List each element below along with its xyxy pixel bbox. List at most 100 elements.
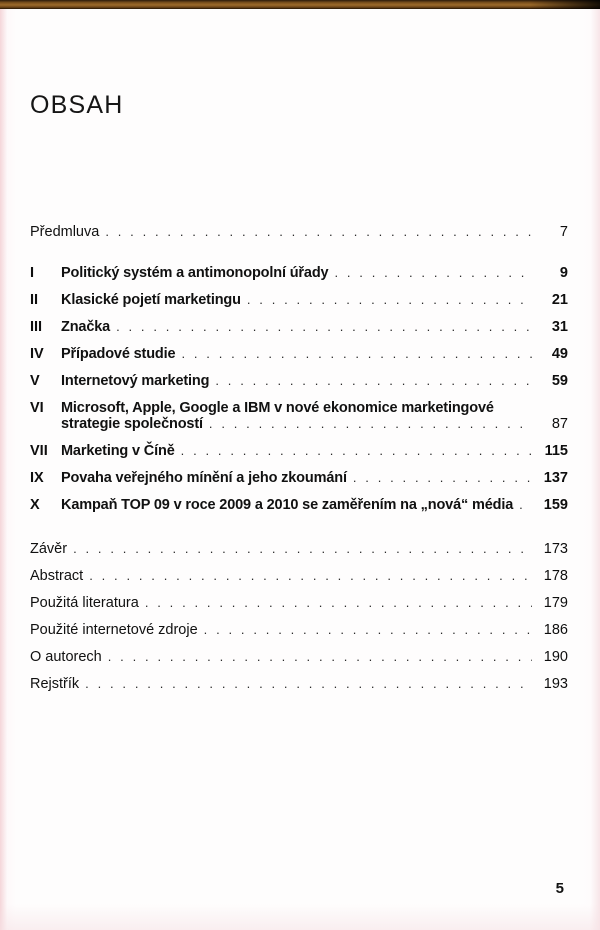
toc-entry-zaver[interactable]: Závěr . . . . . . . . . . . . . . . . . … xyxy=(30,541,568,557)
toc-entry-rejstrik[interactable]: Rejstřík . . . . . . . . . . . . . . . .… xyxy=(30,676,568,692)
toc-entry-label: Internetový marketing xyxy=(61,373,210,389)
page-content: OBSAH Předmluva . . . . . . . . . . . . … xyxy=(0,9,600,930)
toc-entry-abstract[interactable]: Abstract . . . . . . . . . . . . . . . .… xyxy=(30,568,568,584)
toc-entry-page: 115 xyxy=(544,443,568,459)
toc-entry-label-wrap: Předmluva . . . . . . . . . . . . . . . … xyxy=(30,224,534,240)
toc-entry-pouzite-internetove-zdroje[interactable]: Použité internetové zdroje . . . . . . .… xyxy=(30,622,568,638)
toc-entry-chapter-x[interactable]: X Kampaň TOP 09 v roce 2009 a 2010 se za… xyxy=(30,497,568,513)
list-item[interactable]: VII Marketing v Číně . . . . . . . . . .… xyxy=(30,443,568,459)
list-item[interactable]: Závěr . . . . . . . . . . . . . . . . . … xyxy=(30,541,568,557)
toc-entry-label-wrap: Povaha veřejného mínění a jeho zkoumání … xyxy=(61,470,534,486)
toc-entry-page: 87 xyxy=(551,416,568,432)
toc-entry-label: Rejstřík xyxy=(30,676,80,692)
toc-entry-label: Závěr xyxy=(30,541,68,557)
toc-entry-label: Abstract xyxy=(30,568,84,584)
toc-entry-chapter-vi[interactable]: VI Microsoft, Apple, Google a IBM v nové… xyxy=(30,400,568,432)
list-item[interactable]: VI Microsoft, Apple, Google a IBM v nové… xyxy=(30,400,568,432)
toc-entry-page: 193 xyxy=(543,676,568,692)
toc-entry-label: Klasické pojetí marketingu xyxy=(61,292,241,308)
toc-entry-page: 159 xyxy=(543,497,568,513)
toc-entry-label: Politický systém a antimonopolní úřady xyxy=(61,265,329,281)
leader-dots: . . . . . . . . . . . . . . . . . . . . … xyxy=(334,265,532,280)
toc-entry-page: 178 xyxy=(543,568,568,584)
list-item[interactable]: II Klasické pojetí marketingu . . . . . … xyxy=(30,292,568,308)
toc-entry-o-autorech[interactable]: O autorech . . . . . . . . . . . . . . .… xyxy=(30,649,568,665)
list-item[interactable]: Předmluva . . . . . . . . . . . . . . . … xyxy=(30,224,568,240)
toc-chapters: I Politický systém a antimonopolní úřady… xyxy=(30,265,568,513)
toc-entry-label: Povaha veřejného mínění a jeho zkoumání xyxy=(61,470,347,486)
toc-entry-label: Předmluva xyxy=(30,224,100,240)
table-of-contents: Předmluva . . . . . . . . . . . . . . . … xyxy=(30,224,568,692)
toc-entry-label-wrap: Abstract . . . . . . . . . . . . . . . .… xyxy=(30,568,534,584)
page-title: OBSAH xyxy=(30,91,124,119)
list-item[interactable]: I Politický systém a antimonopolní úřady… xyxy=(30,265,568,281)
chapter-numeral: VI xyxy=(30,400,44,416)
leader-dots: . . . . . . . . . . . . . . . . . . . . … xyxy=(246,292,532,307)
leader-dots: . . . . . . . . . . . . . . . . . . . . … xyxy=(144,595,532,610)
leader-dots: . . . . . . . . . . . . . . . . . . . . … xyxy=(519,497,532,512)
toc-entry-line-1: VI Microsoft, Apple, Google a IBM v nové… xyxy=(30,400,568,416)
toc-entry-label-wrap: Internetový marketing . . . . . . . . . … xyxy=(61,373,534,389)
toc-entry-page: 59 xyxy=(551,373,568,389)
toc-entry-label: Použitá literatura xyxy=(30,595,139,611)
toc-entry-chapter-iv[interactable]: IV Případové studie . . . . . . . . . . … xyxy=(30,346,568,362)
chapter-numeral: III xyxy=(30,319,43,335)
leader-dots: . . . . . . . . . . . . . . . . . . . . … xyxy=(215,373,532,388)
list-item[interactable]: Abstract . . . . . . . . . . . . . . . .… xyxy=(30,568,568,584)
leader-dots: . . . . . . . . . . . . . . . . . . . . … xyxy=(85,676,532,691)
chapter-numeral: X xyxy=(30,497,40,513)
toc-entry-chapter-iii[interactable]: III Značka . . . . . . . . . . . . . . .… xyxy=(30,319,568,335)
section-gap xyxy=(30,513,568,541)
list-item[interactable]: IX Povaha veřejného mínění a jeho zkoumá… xyxy=(30,470,568,486)
leader-dots: . . . . . . . . . . . . . . . . . . . . … xyxy=(73,541,532,556)
toc-entry-label: O autorech xyxy=(30,649,102,665)
leader-dots: . . . . . . . . . . . . . . . . . . . . … xyxy=(107,649,532,664)
list-item[interactable]: X Kampaň TOP 09 v roce 2009 a 2010 se za… xyxy=(30,497,568,513)
toc-entry-label: Použité internetové zdroje xyxy=(30,622,198,638)
chapter-numeral: V xyxy=(30,373,40,389)
leader-dots: . . . . . . . . . . . . . . . . . . . . … xyxy=(180,443,532,458)
list-item[interactable]: O autorech . . . . . . . . . . . . . . .… xyxy=(30,649,568,665)
list-item[interactable]: Použité internetové zdroje . . . . . . .… xyxy=(30,622,568,638)
list-item[interactable]: IV Případové studie . . . . . . . . . . … xyxy=(30,346,568,362)
toc-entry-label-line2: strategie společností xyxy=(61,416,203,432)
toc-entry-chapter-vii[interactable]: VII Marketing v Číně . . . . . . . . . .… xyxy=(30,443,568,459)
toc-entry-page: 137 xyxy=(543,470,568,486)
toc-entry-chapter-ii[interactable]: II Klasické pojetí marketingu . . . . . … xyxy=(30,292,568,308)
leader-dots: . . . . . . . . . . . . . . . . . . . . … xyxy=(89,568,532,583)
toc-entry-label-wrap: Kampaň TOP 09 v roce 2009 a 2010 se zamě… xyxy=(61,497,534,513)
toc-entry-page: 7 xyxy=(559,224,568,240)
leader-dots: . . . . . . . . . . . . . . . . . . . . … xyxy=(105,224,532,239)
toc-entry-label-wrap: Závěr . . . . . . . . . . . . . . . . . … xyxy=(30,541,534,557)
list-item[interactable]: Použitá literatura . . . . . . . . . . .… xyxy=(30,595,568,611)
toc-entry-label-wrap: Klasické pojetí marketingu . . . . . . .… xyxy=(61,292,534,308)
toc-entry-label-wrap: Rejstřík . . . . . . . . . . . . . . . .… xyxy=(30,676,534,692)
toc-entry-label-wrap: Marketing v Číně . . . . . . . . . . . .… xyxy=(61,443,534,459)
toc-entry-chapter-i[interactable]: I Politický systém a antimonopolní úřady… xyxy=(30,265,568,281)
leader-dots: . . . . . . . . . . . . . . . . . . . . … xyxy=(116,319,532,334)
toc-entry-label-wrap: O autorech . . . . . . . . . . . . . . .… xyxy=(30,649,534,665)
toc-entry-chapter-ix[interactable]: IX Povaha veřejného mínění a jeho zkoumá… xyxy=(30,470,568,486)
list-item[interactable]: V Internetový marketing . . . . . . . . … xyxy=(30,373,568,389)
chapter-numeral: II xyxy=(30,292,39,308)
toc-entry-predmluva[interactable]: Předmluva . . . . . . . . . . . . . . . … xyxy=(30,224,568,240)
toc-entry-label-wrap: Případové studie . . . . . . . . . . . .… xyxy=(61,346,534,362)
toc-entry-page: 190 xyxy=(543,649,568,665)
list-item[interactable]: Rejstřík . . . . . . . . . . . . . . . .… xyxy=(30,676,568,692)
toc-entry-chapter-v[interactable]: V Internetový marketing . . . . . . . . … xyxy=(30,373,568,389)
toc-entry-page: 49 xyxy=(551,346,568,362)
leader-dots: . . . . . . . . . . . . . . . . . . . . … xyxy=(181,346,532,361)
toc-entry-label-wrap: Použité internetové zdroje . . . . . . .… xyxy=(30,622,534,638)
toc-front-matter: Předmluva . . . . . . . . . . . . . . . … xyxy=(30,224,568,240)
toc-entry-pouzita-literatura[interactable]: Použitá literatura . . . . . . . . . . .… xyxy=(30,595,568,611)
list-item[interactable]: III Značka . . . . . . . . . . . . . . .… xyxy=(30,319,568,335)
toc-entry-label: Značka xyxy=(61,319,111,335)
toc-entry-label-wrap: Politický systém a antimonopolní úřady .… xyxy=(61,265,534,281)
scan-top-edge-artifact xyxy=(0,0,600,9)
toc-entry-page: 173 xyxy=(543,541,568,557)
chapter-numeral: I xyxy=(30,265,35,281)
toc-entry-page: 21 xyxy=(551,292,568,308)
section-gap xyxy=(30,240,568,265)
toc-entry-label-line1: Microsoft, Apple, Google a IBM v nové ek… xyxy=(61,400,494,416)
